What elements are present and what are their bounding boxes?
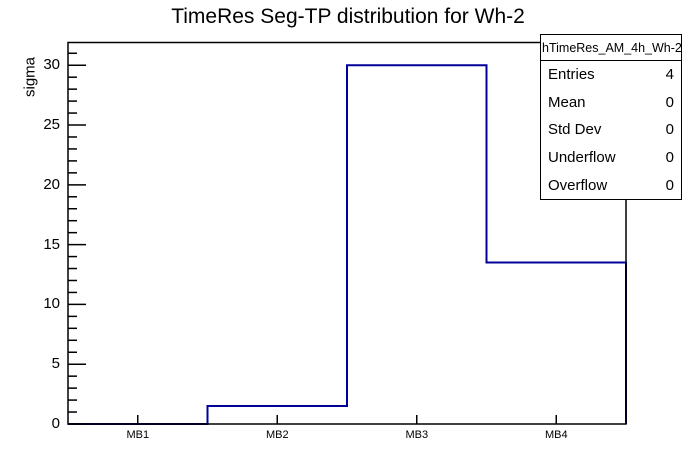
stats-row: Underflow 0 [541,144,681,172]
x-tick-label: MB2 [265,429,289,441]
stats-box: hTimeRes_AM_4h_Wh-2 Entries 4 Mean 0 Std… [540,34,682,200]
chart-title: TimeRes Seg-TP distribution for Wh-2 [171,5,525,28]
x-tick-label: MB4 [544,429,568,441]
x-tick-label: MB1 [126,429,150,441]
stats-value: 0 [665,93,674,111]
stats-value: 0 [665,121,674,139]
y-tick-label: 0 [51,415,60,432]
stats-row: Mean 0 [541,89,681,117]
histogram-step-line [68,64,627,425]
stats-value: 4 [665,66,674,84]
y-tick-label: 10 [43,295,60,313]
stats-label: Underflow [548,149,616,167]
stats-row: Std Dev 0 [541,116,681,144]
stats-label: Std Dev [548,121,602,139]
y-tick-label: 5 [51,355,60,373]
y-tick-label: 20 [43,175,60,193]
stats-box-header: hTimeRes_AM_4h_Wh-2 [541,35,682,61]
stats-label: Overflow [548,176,608,194]
y-tick-label: 25 [43,116,60,134]
y-tick-label: 15 [43,235,60,253]
stats-label: Entries [548,66,595,84]
stats-row: Entries 4 [541,61,681,89]
y-tick-label: 30 [43,56,60,74]
stats-row: Overflow 0 [541,171,681,199]
stats-value: 0 [665,176,674,194]
stats-value: 0 [665,149,674,167]
stats-label: Mean [548,93,586,111]
x-tick-label: MB3 [405,429,429,441]
